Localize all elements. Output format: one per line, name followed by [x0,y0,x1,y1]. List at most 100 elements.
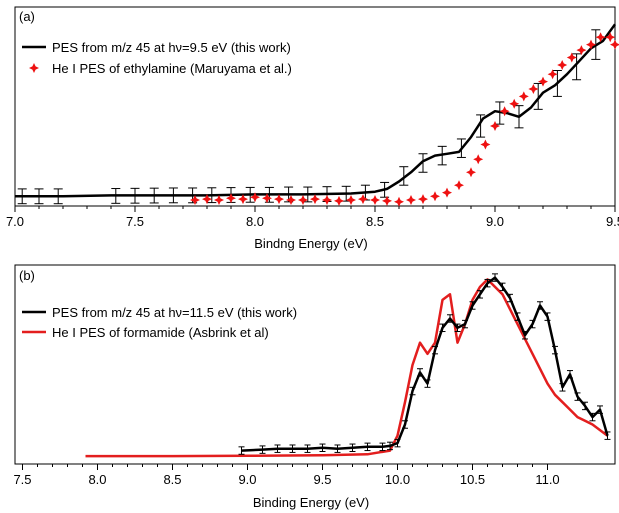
data-point-a-2-33 [557,60,568,70]
error-bar-b-1-7 [349,443,356,452]
error-bar-a-1-10 [245,186,255,203]
data-point-a-2-1 [202,194,212,205]
data-point-a-2-34 [566,52,577,63]
data-point-a-2-0 [190,195,200,205]
panel-a-x-axis-title: Bindng Energy (eV) [254,236,367,251]
error-bar-b-1-6 [334,444,341,453]
data-point-a-2-4 [238,194,248,205]
error-bar-b-1-33 [559,383,566,392]
panel-b-legend: PES from m/z 45 at hν=11.5 eV (this work… [22,305,297,340]
panel-b-plot-area [85,273,611,458]
error-bar-a-1-26 [552,70,562,97]
data-point-a-2-16 [382,195,392,206]
series-line-a-0 [15,23,617,198]
error-bar-b-1-9 [379,442,386,452]
data-point-a-2-29 [518,91,529,102]
error-bar-b-1-27 [514,312,521,321]
data-point-a-2-30 [528,84,539,94]
error-bar-b-1-37 [589,412,596,422]
error-bar-b-1-24 [492,273,498,282]
x-tick-label-a-1: 7.5 [126,214,144,229]
panel-a: (a) 7.0 7.5 8.0 8.5 9.0 9.5 Bindng Energy (eV… [6,6,619,251]
error-bar-a-1-3 [111,188,121,204]
x-tick-label-b-6: 10.5 [460,472,485,487]
data-point-a-2-12 [334,195,344,206]
data-point-a-2-23 [466,167,476,178]
data-point-a-2-26 [490,121,500,131]
data-point-a-2-18 [406,195,416,205]
error-bar-a-1-20 [437,145,447,166]
error-bar-b-1-25 [499,282,506,292]
error-bar-b-1-26 [507,293,513,303]
error-bar-b-1-30 [537,301,543,310]
error-bar-b-1-20 [462,319,468,329]
data-point-a-2-9 [298,195,308,205]
x-tick-label-b-2: 8.5 [163,472,181,487]
panel-a-legend: PES from m/z 45 at hν=9.5 eV (this work)… [22,40,292,76]
panel-a-label: (a) [19,9,35,24]
error-bar-a-1-2 [53,188,63,205]
error-bar-a-1-1 [34,188,44,205]
error-bar-b-1-28 [522,331,528,340]
error-bar-b-1-32 [552,345,558,355]
error-bar-b-1-31 [544,312,551,321]
data-point-a-2-32 [547,69,558,80]
data-point-a-2-27 [499,106,510,117]
error-bar-a-1-25 [533,82,543,110]
error-bar-b-1-18 [447,314,453,323]
data-point-a-2-21 [442,187,452,198]
error-bar-b-1-22 [477,290,483,299]
error-bar-b-1-14 [417,368,423,377]
x-tick-label-b-3: 9.0 [238,472,256,487]
panel-b: (b) 7.5 8.0 8.5 9.0 9.5 10.0 10.5 11.0 Binding … [13,264,616,510]
data-point-a-2-37 [595,32,606,43]
error-bar-b-1-10 [387,441,393,451]
x-tick-label-a-2: 8.0 [246,214,264,229]
data-point-a-2-35 [576,45,587,56]
panel-a-x-ticks: 7.0 7.5 8.0 8.5 9.0 9.5 [6,206,619,229]
data-point-a-2-3 [226,193,236,204]
data-point-a-2-13 [346,195,356,205]
x-tick-label-a-3: 8.5 [366,214,384,229]
error-bar-b-1-38 [597,405,603,414]
data-point-a-2-19 [418,194,428,205]
error-bar-a-1-18 [399,166,409,186]
legend-marker-a-2 [29,63,39,73]
data-point-a-2-28 [509,98,520,109]
error-bar-b-1-39 [604,431,611,440]
error-bar-a-1-0 [17,188,27,205]
data-point-a-2-11 [322,195,332,205]
panel-a-frame [14,6,616,207]
legend-label-a-2: He I PES of ethylamine (Maruyama et al.) [52,61,292,76]
data-point-a-2-8 [286,195,296,205]
data-point-a-2-2 [214,195,224,205]
data-point-a-2-17 [394,196,404,207]
data-point-a-2-36 [586,39,596,50]
error-bar-a-1-22 [476,114,486,138]
error-bar-b-1-34 [567,370,573,379]
data-point-a-2-14 [358,194,368,205]
error-bar-b-1-2 [274,444,281,453]
data-point-a-2-20 [430,191,440,202]
data-point-a-2-31 [538,76,548,87]
error-bar-b-1-36 [582,401,588,411]
x-tick-label-b-4: 9.5 [313,472,331,487]
data-point-a-2-6 [262,193,272,204]
error-bar-a-1-19 [418,153,428,173]
error-bar-b-1-17 [439,323,446,333]
data-point-a-2-15 [370,195,380,205]
legend-label-b-2: He I PES of formamide (Asbrink et al) [52,325,269,340]
x-tick-label-b-7: 11.0 [535,472,559,487]
error-bar-b-1-29 [529,319,536,329]
error-bar-b-1-11 [394,438,401,448]
panel-b-label: (b) [19,268,35,283]
error-bar-a-1-11 [264,186,274,203]
error-bar-b-1-4 [304,444,311,453]
x-tick-label-a-5: 9.5 [606,214,619,229]
error-bar-a-1-8 [207,187,217,204]
legend-label-a-1: PES from m/z 45 at hν=9.5 eV (this work) [52,40,291,55]
data-point-a-2-39 [610,39,619,50]
error-bar-b-1-1 [259,445,266,454]
error-bar-b-1-16 [432,345,438,355]
